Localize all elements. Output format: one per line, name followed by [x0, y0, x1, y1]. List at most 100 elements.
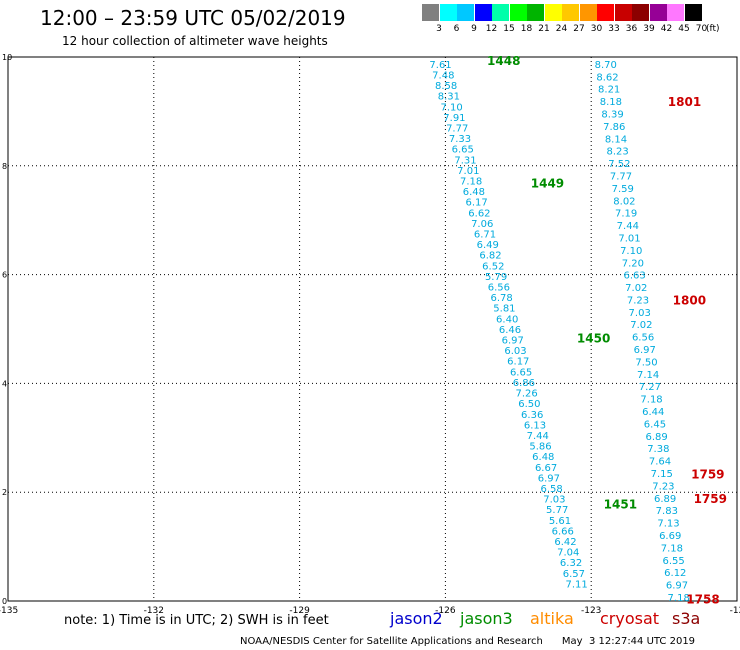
- time-label: 1448: [487, 54, 520, 68]
- wave-height-label: 6.97: [666, 581, 688, 592]
- y-tick-label: 8: [2, 162, 7, 171]
- wave-height-label: 6.71: [474, 230, 496, 241]
- color-swatch: [632, 4, 649, 21]
- wave-height-label: 8.14: [605, 134, 627, 145]
- time-label: 1759: [691, 468, 724, 482]
- wave-height-label: 7.86: [603, 122, 625, 133]
- wave-height-label: 7.18: [460, 177, 482, 188]
- wave-height-label: 6.97: [502, 336, 524, 347]
- wave-height-label: 7.15: [651, 469, 673, 480]
- color-scale-label: 42: [660, 24, 673, 34]
- wave-height-label: 6.65: [452, 145, 474, 156]
- legend-jason3: jason3: [460, 609, 513, 628]
- wave-height-label: 6.86: [513, 378, 535, 389]
- wave-height-label: 6.48: [532, 452, 554, 463]
- wave-height-label: 6.49: [477, 240, 499, 251]
- wave-height-label: 6.56: [632, 333, 654, 344]
- wave-height-label: 6.55: [662, 556, 684, 567]
- color-swatch: [544, 4, 562, 21]
- wave-height-label: 7.52: [608, 159, 630, 170]
- wave-height-label: 6.45: [644, 419, 666, 430]
- wave-height-label: 7.83: [656, 506, 678, 517]
- y-tick-label: 2: [2, 488, 7, 497]
- wave-height-label: 7.06: [471, 219, 493, 230]
- credit-footer: NOAA/NESDIS Center for Satellite Applica…: [240, 636, 696, 647]
- color-scale-label: 45: [678, 24, 690, 34]
- color-scale-label: 9: [471, 24, 477, 34]
- wave-height-label: 7.44: [617, 221, 639, 232]
- color-scale-label: 15: [503, 24, 515, 34]
- wave-height-label: 7.18: [661, 543, 683, 554]
- y-tick-label: 10: [2, 53, 12, 62]
- wave-height-label: 7.27: [639, 382, 661, 393]
- time-label: 1449: [531, 177, 564, 191]
- legend-altika: altika: [530, 609, 574, 628]
- wave-height-label: 7.11: [565, 579, 587, 590]
- wave-height-label: 7.31: [454, 155, 476, 166]
- wave-height-label: 7.50: [635, 357, 657, 368]
- wave-height-label: 5.77: [546, 505, 568, 516]
- legend-s3a: s3a: [672, 609, 701, 628]
- wave-height-label: 6.62: [468, 208, 490, 219]
- color-scale-label: 18: [520, 24, 533, 34]
- time-label: 1758: [686, 593, 719, 607]
- color-swatch: [597, 4, 614, 21]
- wave-height-label: 6.97: [538, 473, 560, 484]
- x-tick-label: -126: [435, 606, 456, 616]
- wave-height-label: 7.10: [441, 102, 463, 113]
- color-swatch: [667, 4, 684, 21]
- color-swatch: [579, 4, 597, 21]
- wave-height-label: 7.64: [649, 457, 671, 468]
- y-tick-label: 6: [2, 271, 7, 280]
- wave-height-label: 7.20: [622, 258, 644, 269]
- wave-height-label: 7.26: [515, 389, 537, 400]
- color-scale-label: 24: [555, 24, 568, 34]
- wave-height-label: 7.77: [610, 171, 632, 182]
- time-label: 1759: [694, 492, 727, 506]
- wave-height-label: 6.48: [463, 187, 485, 198]
- wave-height-label: 7.02: [625, 283, 647, 294]
- time-label: 1450: [577, 332, 610, 346]
- wave-height-label: 6.17: [507, 357, 529, 368]
- wave-height-label: 6.69: [659, 531, 681, 542]
- color-scale-label: 12: [485, 24, 498, 34]
- y-tick-label: 0: [2, 597, 7, 606]
- wave-height-label: 6.78: [491, 293, 513, 304]
- wave-height-label: 6.44: [642, 407, 664, 418]
- wave-height-label: 7.77: [446, 123, 468, 134]
- wave-height-label: 7.23: [627, 295, 649, 306]
- wave-height-label: 6.97: [634, 345, 656, 356]
- color-swatch: [457, 4, 474, 21]
- wave-height-label: 8.39: [601, 109, 623, 120]
- page-subtitle: 12 hour collection of altimeter wave hei…: [62, 34, 328, 48]
- color-scale-label: 33: [608, 24, 620, 34]
- wave-height-label: 6.82: [479, 251, 501, 262]
- wave-height-label: 7.61: [429, 60, 451, 71]
- wave-height-label: 6.36: [521, 410, 543, 421]
- wave-height-label: 6.17: [466, 198, 488, 209]
- wave-height-label: 7.33: [449, 134, 471, 145]
- wave-height-label: 8.23: [607, 147, 629, 158]
- wave-height-label: 6.52: [482, 261, 504, 272]
- wave-height-label: 8.62: [596, 72, 618, 83]
- wave-height-label: 7.19: [615, 209, 637, 220]
- wave-height-label: 6.12: [664, 568, 686, 579]
- wave-height-label: 6.89: [654, 494, 676, 505]
- wave-height-label: 6.13: [524, 420, 546, 431]
- color-swatch: [439, 4, 457, 21]
- color-swatch: [509, 4, 527, 21]
- wave-height-label: 7.48: [432, 70, 454, 81]
- color-scale-label: 3: [436, 24, 442, 34]
- color-scale-label: 36: [625, 24, 638, 34]
- color-scale-label: 21: [538, 24, 550, 34]
- wave-height-label: 6.65: [510, 367, 532, 378]
- wave-height-label: 8.58: [435, 81, 457, 92]
- wave-height-label: 7.23: [652, 481, 674, 492]
- wave-height-label: 7.10: [620, 246, 642, 257]
- wave-height-label: 7.01: [457, 166, 479, 177]
- wave-height-label: 8.21: [598, 85, 620, 96]
- color-swatch: [562, 4, 579, 21]
- wave-height-label: 8.31: [438, 92, 460, 103]
- wave-height-label: 7.04: [557, 548, 579, 559]
